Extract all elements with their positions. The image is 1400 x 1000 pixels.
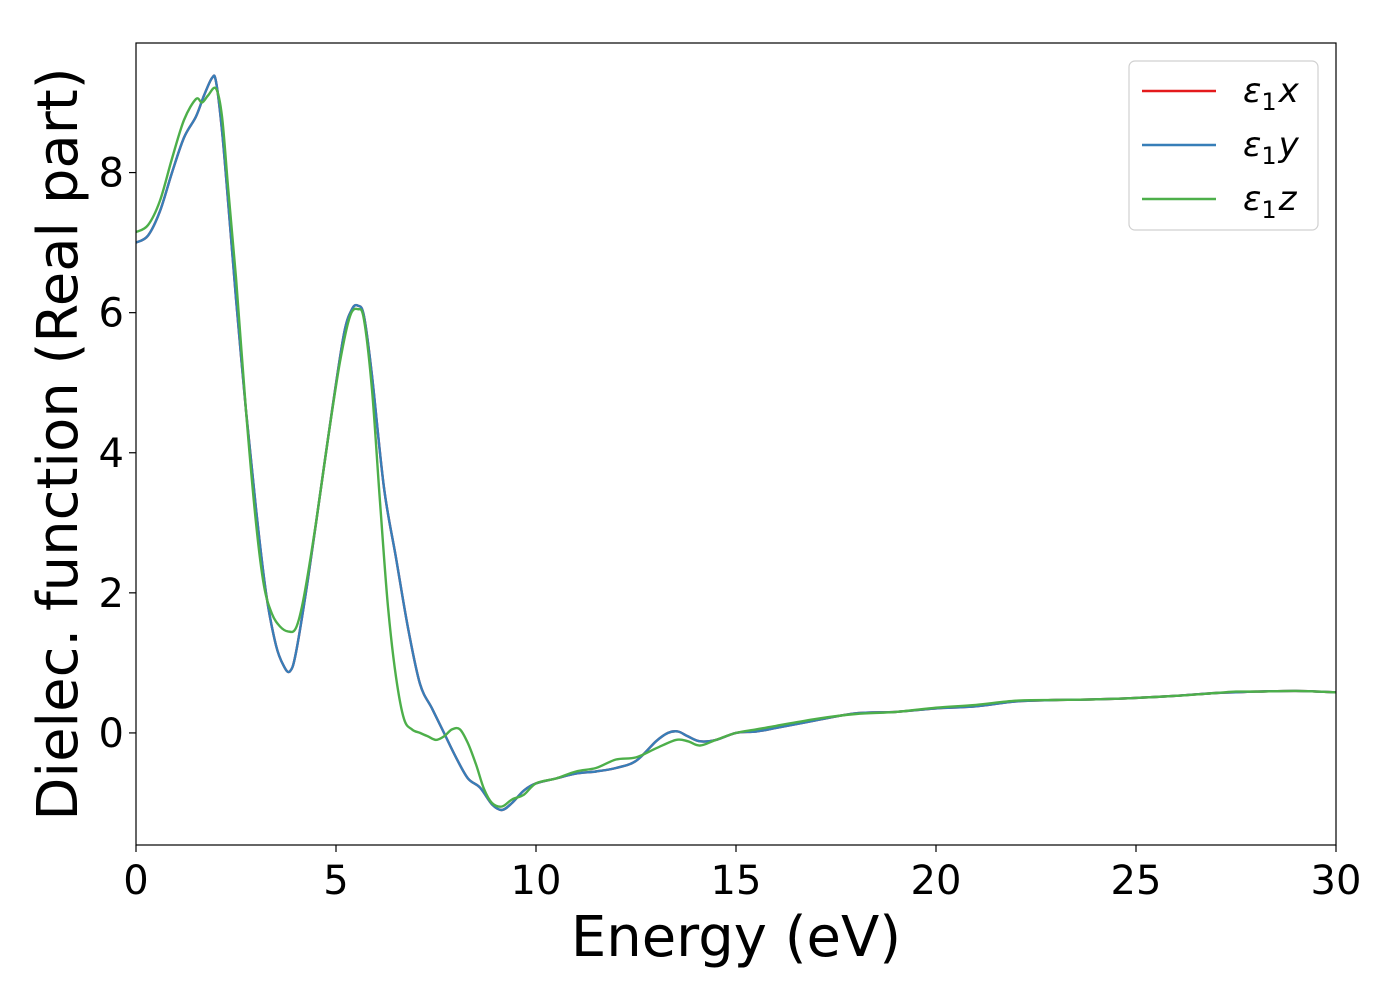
x-tick-label: 15 bbox=[711, 858, 762, 904]
legend-label-y: ε1y bbox=[1243, 125, 1300, 170]
legend: ε1x ε1y ε1z bbox=[1128, 60, 1319, 231]
y-tick-label: 4 bbox=[99, 431, 124, 477]
y-axis: 0 2 4 6 8 bbox=[99, 151, 136, 757]
legend-label-z: ε1z bbox=[1243, 179, 1298, 224]
x-axis: 0 5 10 15 20 25 30 bbox=[123, 845, 1361, 904]
legend-label-x: ε1x bbox=[1243, 71, 1300, 116]
series-line-z bbox=[136, 86, 1336, 808]
x-tick-label: 5 bbox=[323, 858, 348, 904]
x-tick-label: 0 bbox=[123, 858, 148, 904]
x-tick-label: 25 bbox=[1111, 858, 1162, 904]
y-axis-label: Dielec. function (Real part) bbox=[26, 67, 91, 820]
x-axis-label: Energy (eV) bbox=[571, 905, 901, 970]
legend-box bbox=[1128, 60, 1319, 231]
y-tick-label: 0 bbox=[99, 711, 124, 757]
y-tick-label: 2 bbox=[99, 571, 124, 617]
y-tick-label: 6 bbox=[99, 291, 124, 337]
x-tick-label: 10 bbox=[511, 858, 562, 904]
x-tick-label: 20 bbox=[911, 858, 962, 904]
x-tick-label: 30 bbox=[1311, 858, 1362, 904]
y-tick-label: 8 bbox=[99, 151, 124, 197]
series-layer bbox=[136, 74, 1336, 812]
